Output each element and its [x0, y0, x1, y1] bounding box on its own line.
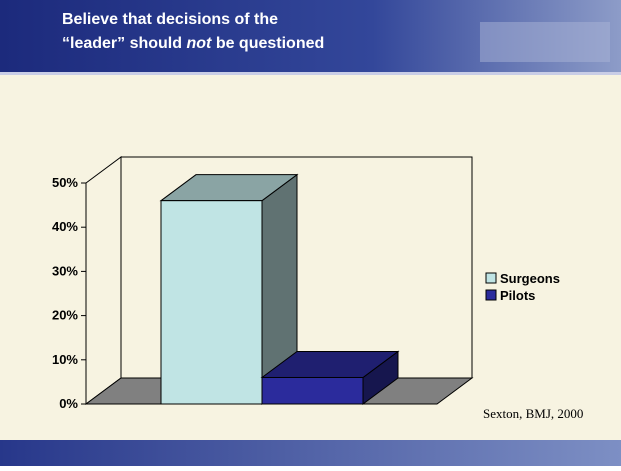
legend-label: Pilots [500, 288, 535, 303]
y-tick-label: 0% [59, 396, 78, 411]
title-emphasis: not [186, 35, 212, 52]
page: Believe that decisions of the “leader” s… [0, 0, 621, 466]
bar [262, 377, 363, 404]
bar [161, 201, 262, 404]
legend-label: Surgeons [500, 271, 560, 286]
title-part: be questioned [216, 35, 324, 52]
title-part: “leader” should [62, 35, 182, 52]
y-tick-label: 50% [52, 175, 78, 190]
legend-swatch [486, 290, 496, 300]
y-tick-label: 10% [52, 352, 78, 367]
header-decoration [480, 22, 610, 62]
title-line: Believe that decisions of the [62, 11, 278, 28]
title-line: “leader” should not be questioned [62, 35, 324, 52]
slide: Believe that decisions of the “leader” s… [0, 0, 621, 466]
header-rule [0, 72, 621, 75]
y-tick-label: 20% [52, 308, 78, 323]
legend-swatch [486, 273, 496, 283]
y-tick-label: 30% [52, 263, 78, 278]
footer-band [0, 440, 621, 466]
source: Sexton, BMJ, 2000 [483, 406, 583, 421]
y-tick-label: 40% [52, 219, 78, 234]
